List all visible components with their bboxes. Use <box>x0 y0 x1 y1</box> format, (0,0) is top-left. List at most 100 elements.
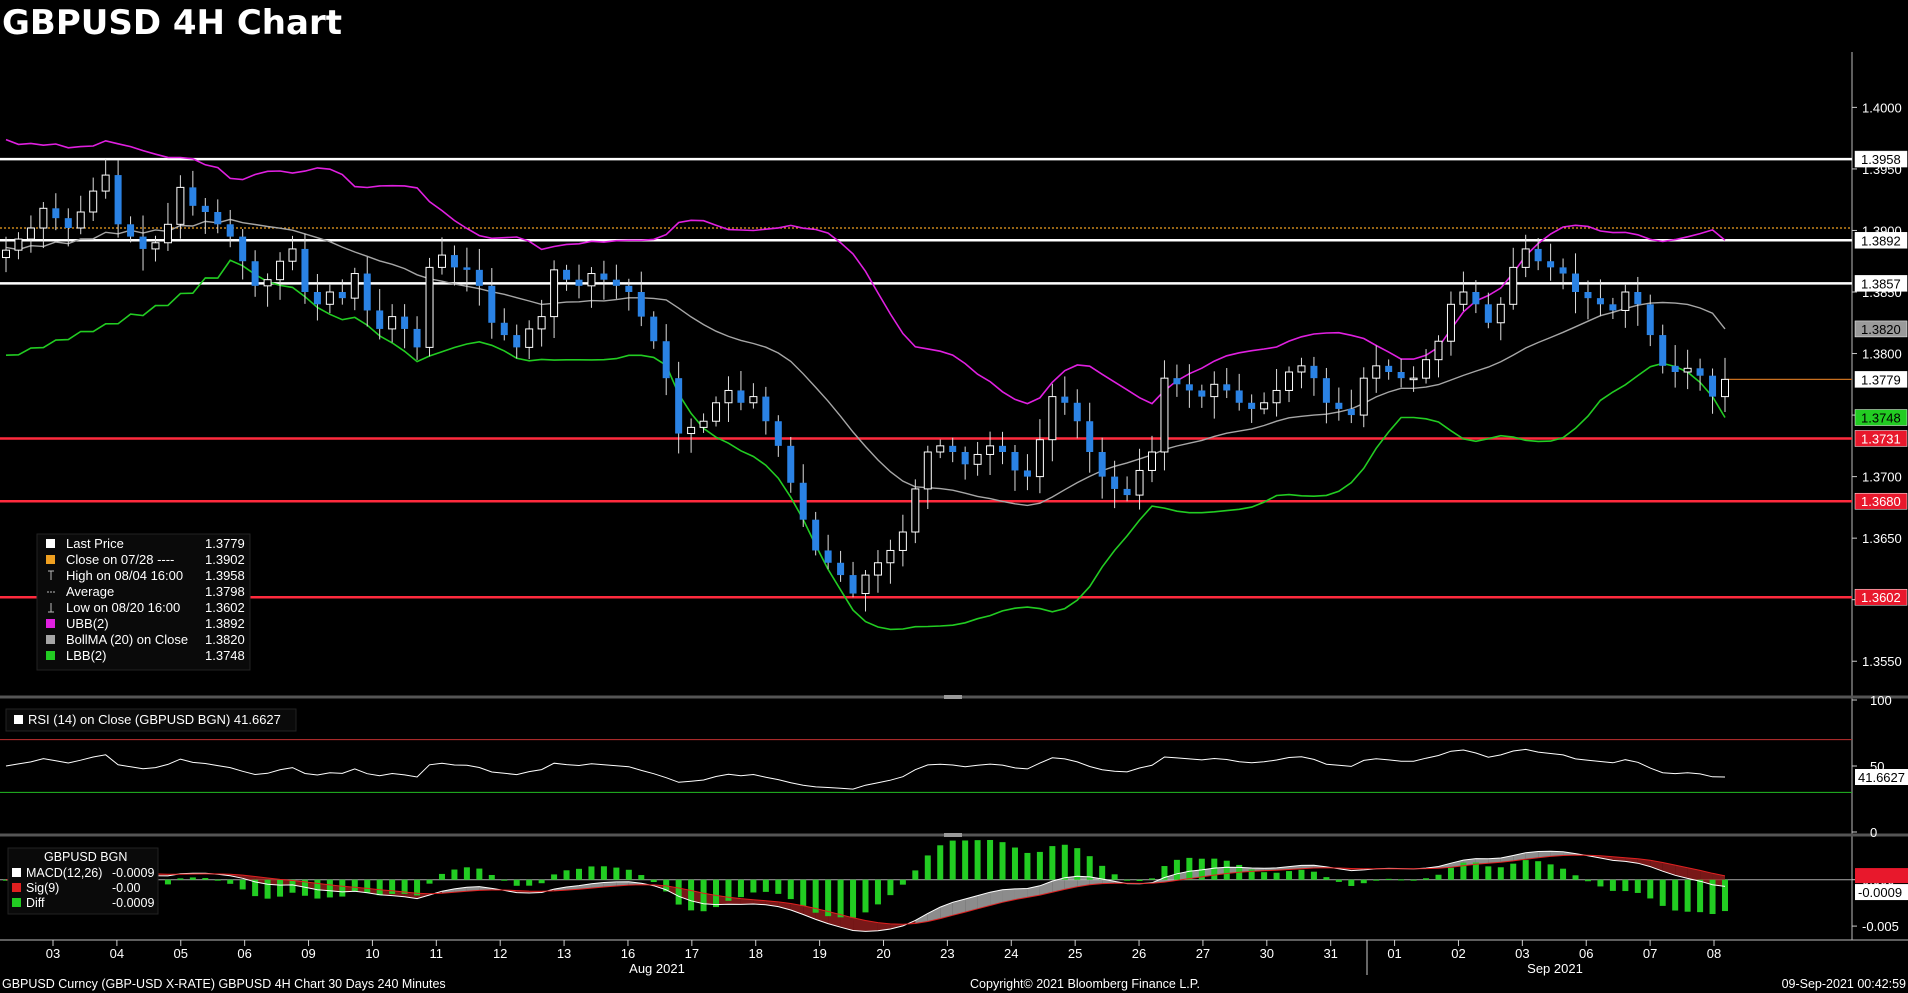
price-tag-label: 1.3857 <box>1861 276 1901 291</box>
candle-down <box>301 248 309 292</box>
candle-down <box>787 445 795 483</box>
legend-swatch <box>46 555 55 564</box>
candle-down <box>1098 452 1106 477</box>
macd-fill <box>242 875 256 882</box>
candle-down <box>1484 304 1492 323</box>
legend-value: 1.3748 <box>205 648 245 663</box>
x-tick-label: 23 <box>940 946 954 961</box>
candle-up <box>1434 340 1443 361</box>
candle-down <box>376 310 384 329</box>
diff-bar <box>974 840 981 880</box>
x-tick-label: 27 <box>1196 946 1210 961</box>
diff-bar <box>750 879 757 893</box>
candle-down <box>139 236 147 249</box>
diff-bar <box>1348 879 1355 886</box>
macd-fill <box>803 905 816 920</box>
x-tick-label: 26 <box>1132 946 1146 961</box>
divider-grip <box>944 695 962 699</box>
candle-up <box>163 223 172 244</box>
candle-down <box>1634 292 1642 305</box>
diff-bar <box>600 866 607 880</box>
diff-bar <box>277 879 284 897</box>
diff-bar <box>713 879 720 908</box>
x-tick-label: 08 <box>1707 946 1721 961</box>
macd-fill <box>828 911 841 928</box>
price-tag-label: 1.3680 <box>1861 494 1901 509</box>
macd-fill <box>1002 888 1015 903</box>
candle-down <box>1696 368 1704 376</box>
macd-fill <box>728 897 741 905</box>
diff-bar <box>538 879 545 884</box>
diff-bar <box>1373 879 1380 881</box>
diff-bar <box>1398 879 1405 881</box>
candle-down <box>52 208 60 219</box>
rsi-legend-box <box>5 708 297 732</box>
candle-up <box>151 242 160 250</box>
macd-fill <box>1226 867 1240 874</box>
x-tick-label: 06 <box>237 946 251 961</box>
rsi-value-tag <box>1855 769 1908 786</box>
macd-fill <box>1189 869 1202 879</box>
price-tag <box>1854 150 1908 168</box>
diff-bar <box>1410 879 1417 881</box>
candle-up <box>973 453 982 465</box>
y-tick-label: 1.3700 <box>1862 470 1902 485</box>
diff-bar <box>189 877 196 880</box>
diff-bar <box>1086 856 1093 880</box>
diff-bar <box>202 878 209 880</box>
macd-fill <box>392 890 405 897</box>
diff-bar <box>899 879 906 885</box>
x-tick-label: 25 <box>1068 946 1082 961</box>
candle-down <box>837 562 845 576</box>
diff-bar <box>164 879 171 885</box>
legend-swatch <box>46 635 55 644</box>
diff-bar <box>476 868 483 880</box>
x-tick-label: 03 <box>46 946 60 961</box>
candle-up <box>886 549 895 564</box>
candle-up <box>288 248 297 262</box>
macd-fill <box>865 920 878 932</box>
candle-down <box>799 482 807 520</box>
price-tag <box>1854 409 1908 426</box>
candle-down <box>1659 335 1667 366</box>
candle-down <box>1572 273 1580 292</box>
x-tick-label: 05 <box>174 946 188 961</box>
candle-up <box>1048 396 1057 441</box>
diff-bar <box>812 879 819 913</box>
macd-fill <box>1463 858 1476 866</box>
sig-value-tag <box>1855 868 1908 884</box>
candle-up <box>1372 365 1381 379</box>
diff-bar <box>1672 879 1679 911</box>
diff-bar <box>1149 878 1155 880</box>
candle-up <box>1359 377 1368 416</box>
candle-down <box>812 519 820 551</box>
macd-fill <box>1450 860 1464 868</box>
candle-up <box>388 316 397 330</box>
legend-label: BollMA (20) on Close <box>66 632 188 647</box>
legend-value: 1.3958 <box>205 568 245 583</box>
diff-bar <box>949 840 956 880</box>
macd-line <box>5 850 1726 932</box>
diff-bar <box>874 879 881 905</box>
candle-up <box>537 316 546 330</box>
legend-value: 1.3602 <box>205 600 245 615</box>
x-tick-label: 04 <box>110 946 124 961</box>
diff-bar <box>787 879 794 900</box>
candle-up <box>712 402 721 422</box>
macd-value-tag-label: -0.0009 <box>1858 885 1902 900</box>
candle-up <box>687 426 696 435</box>
diff-bar <box>1684 879 1691 912</box>
diff-bar <box>1099 865 1106 880</box>
candle-up <box>276 260 285 281</box>
candle-up <box>26 227 35 240</box>
x-axis: 03 04 05 06 09 10 11 12 13 16 17 18 19 20 23 24 25 26 27 30… <box>46 940 1721 976</box>
candle-down <box>1397 372 1405 379</box>
candle-up <box>1509 266 1518 305</box>
diff-bar <box>1273 872 1280 880</box>
diff-bar <box>887 879 894 896</box>
candle-up <box>350 273 359 299</box>
candle-down <box>737 390 745 403</box>
candle-down <box>1559 267 1567 274</box>
candle-down <box>1472 292 1480 305</box>
